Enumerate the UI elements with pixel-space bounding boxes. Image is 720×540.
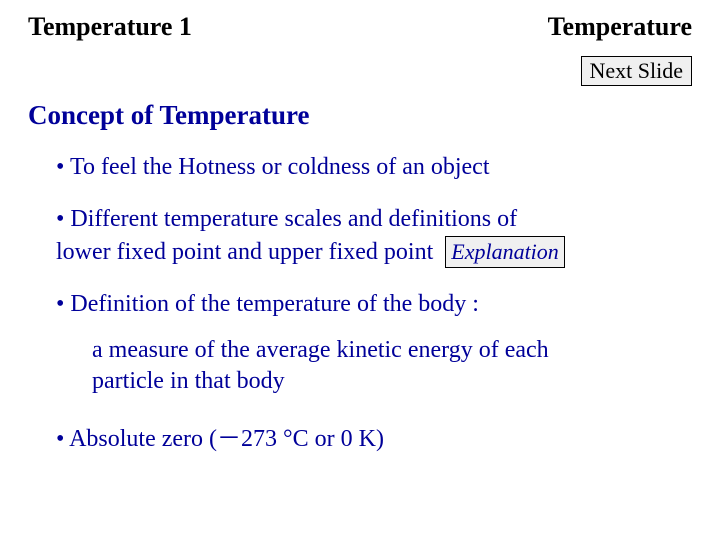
header-right-title: Temperature (548, 12, 692, 42)
bullet-subtext: a measure of the average kinetic energy … (56, 321, 680, 397)
header-left-title: Temperature 1 (28, 12, 192, 42)
bullet-item: • Absolute zero (－273 °C or 0 K) (56, 423, 680, 455)
bullet-text: lower fixed point and upper fixed point (56, 239, 433, 265)
next-slide-button[interactable]: Next Slide (581, 56, 693, 86)
bullet-item: • To feel the Hotness or coldness of an … (56, 151, 680, 183)
bullet-text: • Definition of the temperature of the b… (56, 291, 479, 317)
sub-line: a measure of the average kinetic energy … (92, 337, 549, 363)
bullet-item: • Different temperature scales and defin… (56, 203, 680, 268)
explanation-button[interactable]: Explanation (445, 236, 565, 269)
slide-header: Temperature 1 Temperature (0, 0, 720, 42)
sub-line: particle in that body (92, 368, 285, 394)
bullet-item: • Definition of the temperature of the b… (56, 288, 680, 397)
bullet-text: • Different temperature scales and defin… (56, 206, 517, 232)
slide-content: • To feel the Hotness or coldness of an … (0, 131, 720, 456)
